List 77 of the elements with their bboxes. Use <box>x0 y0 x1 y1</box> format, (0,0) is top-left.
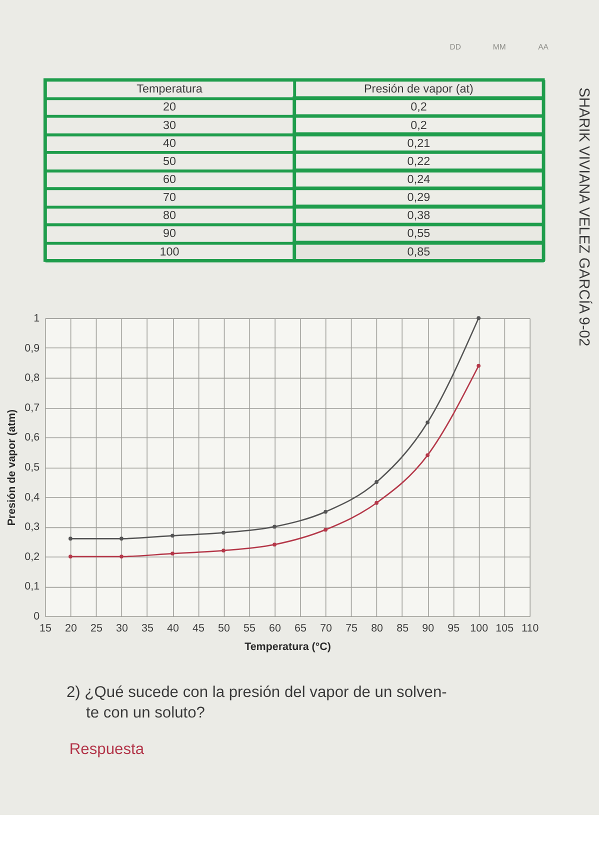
y-tick-label: 20 <box>163 100 177 114</box>
point <box>222 548 226 553</box>
text: DD <box>450 42 462 52</box>
x-tick-label: 30 <box>116 622 128 634</box>
y-tick-label: 0,5 <box>24 462 40 474</box>
x-tick-label: 35 <box>142 622 154 634</box>
y-tick-label: 0,2 <box>24 550 40 563</box>
point <box>272 542 276 547</box>
point <box>120 554 124 558</box>
point <box>476 364 481 368</box>
x-tick-label: 25 <box>90 622 102 634</box>
text: SHARIK VIVIANA VELEZ GARCÍA 9-02 <box>575 87 592 346</box>
x-tick-label: 75 <box>346 622 358 634</box>
point <box>222 530 226 535</box>
data-label: 0,85 <box>407 245 431 258</box>
point <box>324 510 328 514</box>
y-tick-label: 40 <box>163 136 177 150</box>
x-tick-label: 60 <box>269 622 282 634</box>
data-label: 0,2 <box>410 100 427 114</box>
point <box>68 536 72 541</box>
x-tick-label: 95 <box>448 622 460 634</box>
x-tick-label: 45 <box>192 622 204 634</box>
x-tick-label: 70 <box>320 622 332 634</box>
y-tick-label: 0,8 <box>24 372 40 384</box>
x-tick-label: 15 <box>39 622 52 634</box>
data-label: 0,55 <box>407 227 431 240</box>
x-tick-label: 80 <box>371 622 384 634</box>
x-axis-title: Temperatura (°C) <box>244 640 332 653</box>
y-tick-label: 0,7 <box>24 402 40 414</box>
text: 2) ¿Qué sucede con la presión del vapor de un solven- <box>66 684 447 702</box>
point <box>426 420 430 424</box>
data-label: 0,38 <box>407 209 431 222</box>
y-tick-label: 0 <box>34 610 40 623</box>
y-axis-title: Temperatura <box>136 82 203 96</box>
y-tick-label: 70 <box>163 191 177 204</box>
x-tick-label: 55 <box>244 622 256 634</box>
point <box>272 524 276 529</box>
text: AA <box>538 42 550 52</box>
y-tick-label: 60 <box>163 172 177 186</box>
data-label: 0,21 <box>407 136 430 150</box>
x-tick-label: 105 <box>496 622 514 634</box>
y-tick-label: 80 <box>163 209 177 222</box>
text: MM <box>492 42 506 52</box>
x-tick-label: 65 <box>294 622 307 634</box>
point <box>374 480 379 484</box>
y-tick-label: 30 <box>163 118 177 132</box>
point <box>426 453 430 458</box>
point <box>170 552 174 556</box>
y-tick-label: 100 <box>160 245 180 258</box>
point <box>170 534 174 538</box>
point <box>120 536 124 541</box>
data-label: 0,2 <box>410 118 427 132</box>
data-label: 0,22 <box>407 154 430 168</box>
y-tick-label: 0,6 <box>24 432 40 444</box>
point <box>374 500 379 505</box>
y-tick-label: 90 <box>163 227 177 240</box>
y-axis-title: Presión de vapor (atm) <box>6 409 18 526</box>
text: Respuesta <box>69 740 144 758</box>
x-tick-label: 90 <box>422 622 434 634</box>
text: te con un soluto? <box>86 704 206 722</box>
y-tick-label: 0,4 <box>24 491 40 504</box>
data-label: 0,24 <box>407 172 431 186</box>
y-tick-label: 0,9 <box>24 342 40 354</box>
point <box>324 528 328 532</box>
y-tick-label: 50 <box>163 154 177 168</box>
x-tick-label: 110 <box>522 622 539 634</box>
x-tick-label: 85 <box>396 622 409 634</box>
data-label: 0,29 <box>407 191 430 204</box>
x-tick-label: 20 <box>64 622 77 634</box>
y-tick-label: 0,1 <box>24 580 40 593</box>
y-tick-label: 0,3 <box>24 521 40 534</box>
y-tick-label: 1 <box>34 312 40 325</box>
point <box>68 554 72 558</box>
point <box>476 316 481 320</box>
x-tick-label: 100 <box>470 622 488 634</box>
x-tick-label: 50 <box>218 622 230 634</box>
x-tick-label: Presión de vapor (at) <box>364 82 474 96</box>
